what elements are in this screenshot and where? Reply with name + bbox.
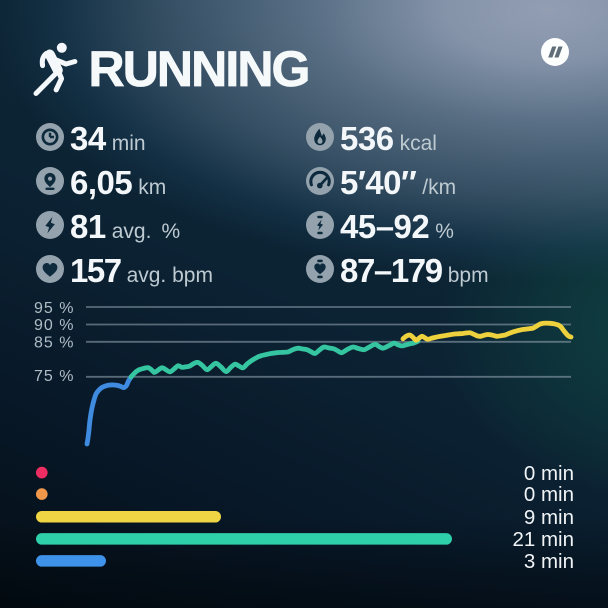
svg-text:95 %: 95 % [34, 300, 74, 317]
svg-text:85 %: 85 % [34, 334, 74, 351]
svg-text:90 %: 90 % [34, 317, 74, 334]
svg-text:75 %: 75 % [34, 368, 74, 385]
